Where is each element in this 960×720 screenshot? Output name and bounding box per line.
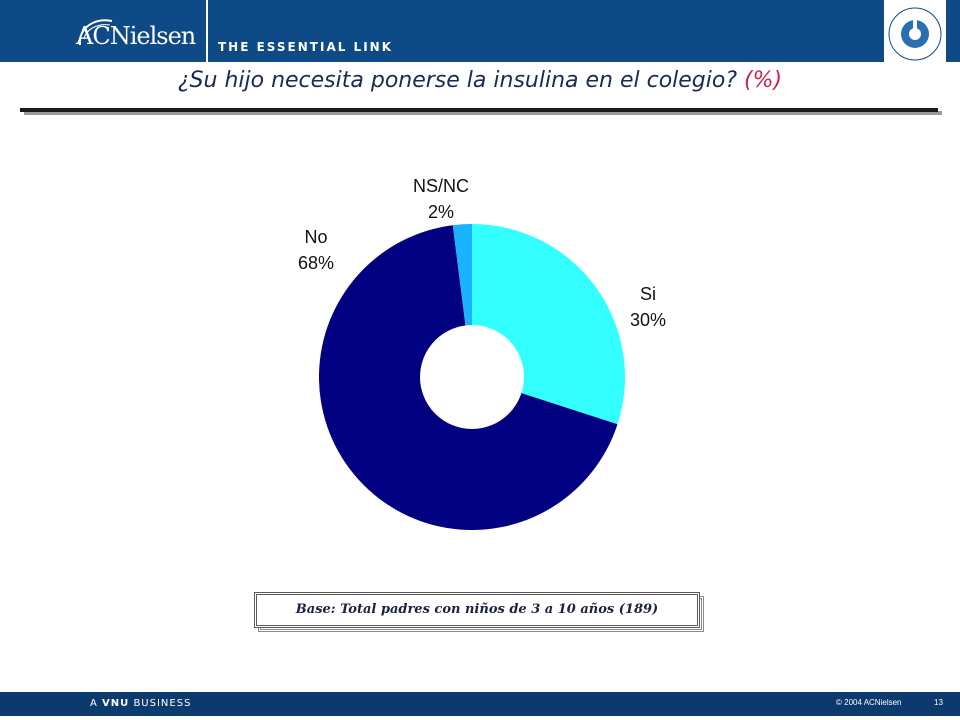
base-note-text: Base: Total padres con niños de 3 a 10 a… (295, 602, 659, 617)
donut-hole (420, 325, 524, 429)
tagline: THE ESSENTIAL LINK (218, 40, 394, 54)
title-text: ¿Su hijo necesita ponerse la insulina en… (177, 68, 738, 93)
title-rule (20, 108, 938, 112)
label-no-value: 68% (298, 253, 334, 273)
page-title: ¿Su hijo necesita ponerse la insulina en… (0, 68, 960, 93)
footer-brand: A VNU BUSINESS (90, 698, 192, 709)
title-unit: (%) (744, 68, 783, 93)
foundation-emblem-icon (888, 7, 942, 61)
globe-icon (78, 19, 113, 46)
footer-copyright: © 2004 ACNielsen (836, 698, 902, 707)
footer-bar: A VNU BUSINESS © 2004 ACNielsen 13 (0, 692, 960, 716)
company-logo: ACNielsen (0, 0, 208, 62)
label-nsnc-category: NS/NC (413, 176, 469, 196)
title-rule-shadow (24, 111, 942, 115)
label-no-category: No (304, 227, 327, 247)
foundation-logo (884, 0, 946, 62)
footer-page-number: 13 (934, 698, 943, 707)
label-nsnc-value: 2% (428, 202, 454, 222)
logo-text: ACNielsen (76, 22, 196, 50)
label-si-category: Si (640, 284, 656, 304)
base-note-box: Base: Total padres con niños de 3 a 10 a… (254, 592, 700, 628)
label-si-value: 30% (630, 310, 666, 330)
